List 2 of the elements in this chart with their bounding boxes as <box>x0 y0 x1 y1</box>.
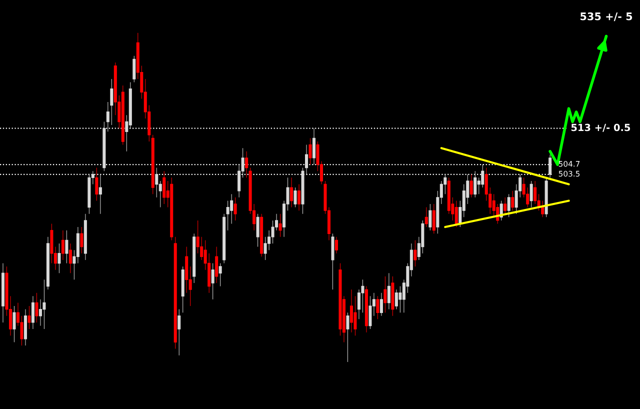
text: 535 +/- 5 <box>580 12 632 22</box>
annotation: 513 +/- 0.5 <box>571 124 630 132</box>
